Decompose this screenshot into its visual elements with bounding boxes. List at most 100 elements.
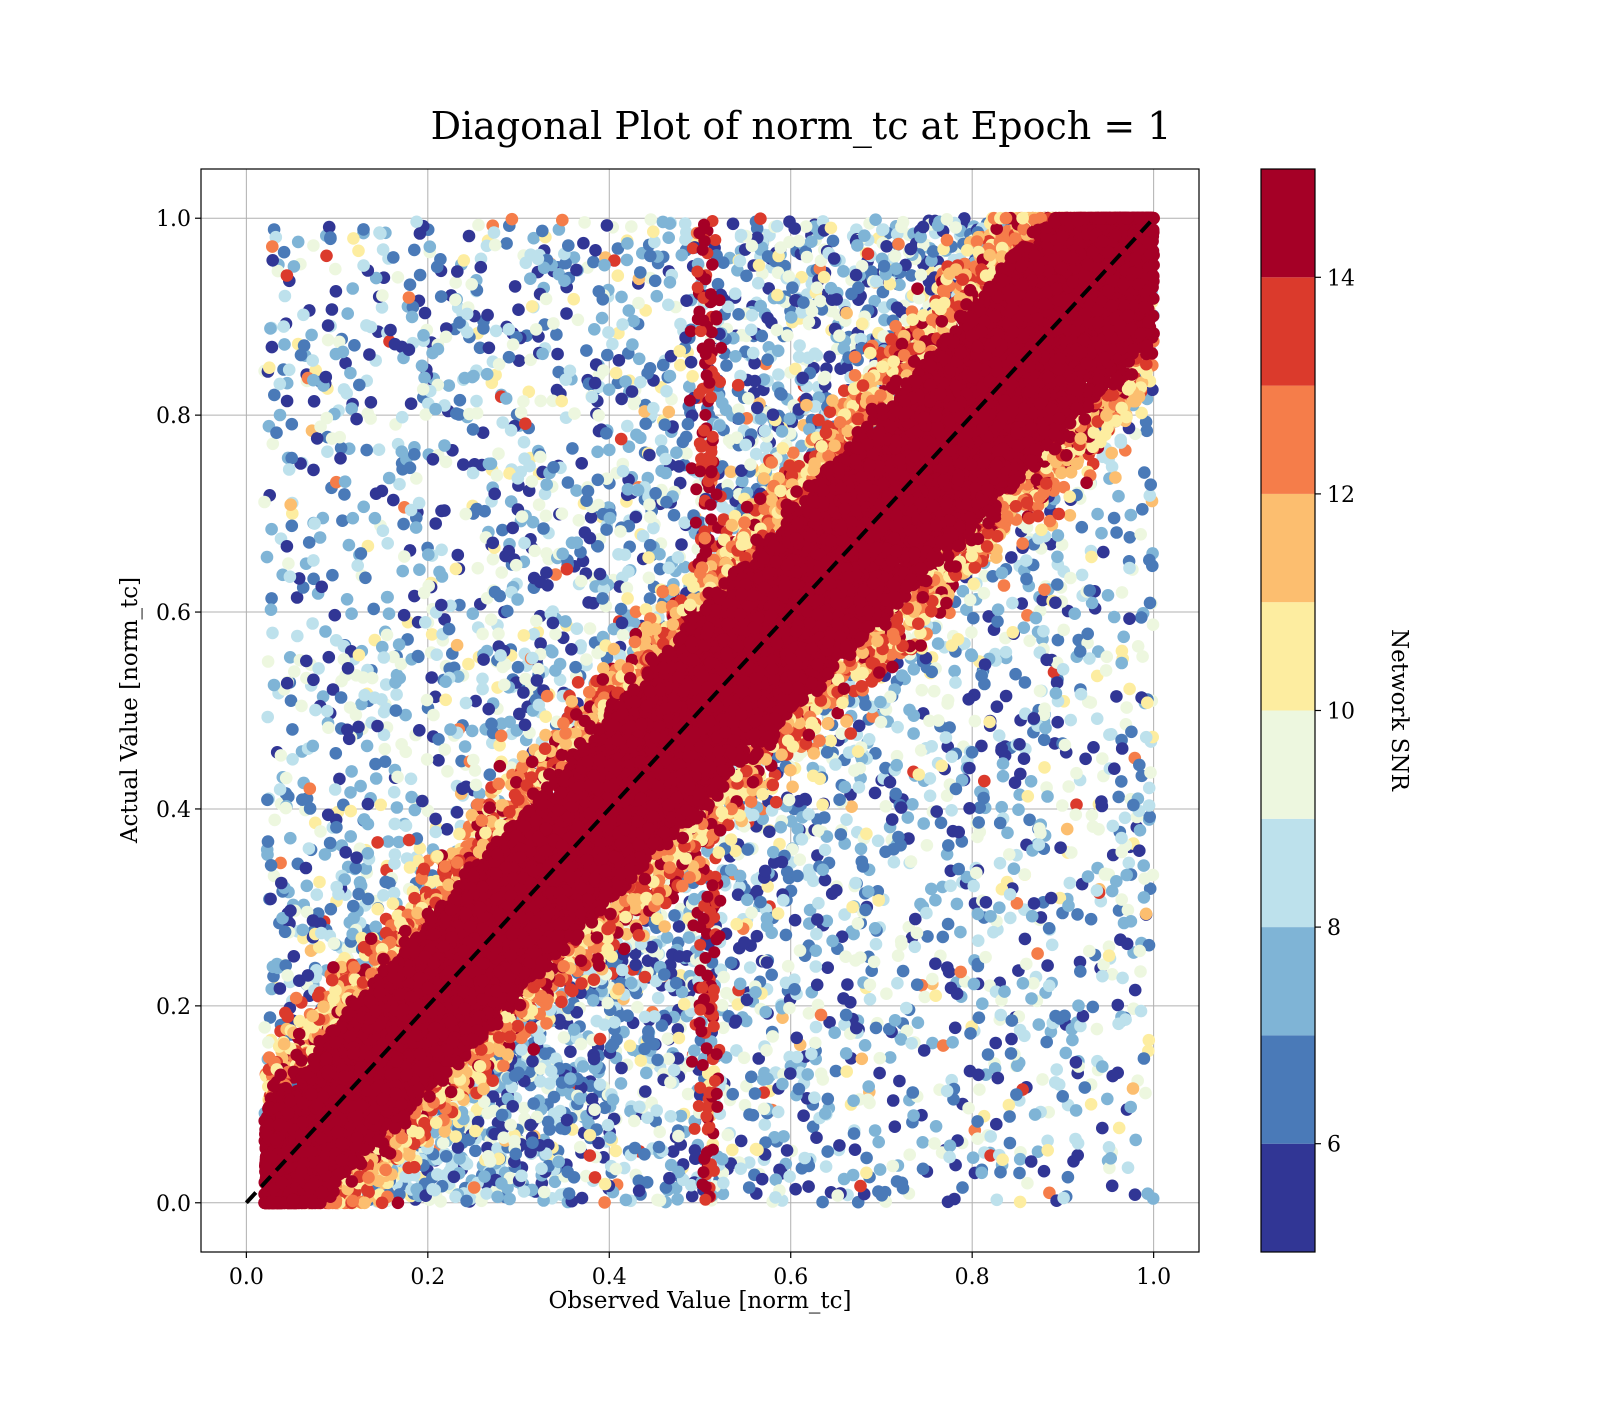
scatter-point (505, 424, 518, 437)
scatter-point (477, 322, 490, 335)
scatter-point (817, 1073, 830, 1086)
scatter-point (797, 1109, 810, 1122)
scatter-point (640, 1067, 653, 1080)
scatter-point (567, 293, 580, 306)
scatter-point (1025, 992, 1038, 1005)
scatter-point (1018, 868, 1031, 881)
scatter-point (1057, 663, 1070, 676)
scatter-point (979, 658, 992, 671)
scatter-point (1056, 799, 1069, 812)
scatter-point (574, 1141, 587, 1154)
scatter-point (344, 830, 357, 843)
scatter-point (584, 622, 597, 635)
scatter-point (262, 655, 275, 668)
scatter-point (923, 715, 936, 728)
scatter-point (925, 740, 938, 753)
scatter-point (326, 569, 339, 582)
scatter-point (837, 992, 850, 1005)
scatter-point (809, 1037, 822, 1050)
scatter-point (1070, 767, 1083, 780)
scatter-point (1006, 597, 1019, 610)
scatter-point (307, 740, 320, 753)
scatter-point (1041, 790, 1054, 803)
scatter-point (518, 629, 531, 642)
scatter-point (534, 395, 547, 408)
scatter-point (1141, 425, 1154, 438)
scatter-point (344, 805, 357, 818)
scatter-point (334, 452, 347, 465)
scatter-point (946, 750, 959, 763)
scatter-point (664, 276, 677, 289)
scatter-point (880, 240, 893, 253)
scatter-point (484, 768, 497, 781)
scatter-point (997, 757, 1010, 770)
scatter-point (615, 603, 628, 616)
scatter-point (1014, 1196, 1027, 1209)
scatter-point (284, 498, 297, 511)
scatter-point (969, 715, 982, 728)
scatter-point (1086, 809, 1099, 822)
scatter-point (1023, 635, 1036, 648)
scatter-point (745, 1071, 758, 1084)
scatter-point (1091, 1023, 1104, 1036)
scatter-point (1038, 1165, 1051, 1178)
scatter-point (568, 407, 581, 420)
scatter-point (314, 531, 327, 544)
scatter-point (823, 351, 836, 364)
scatter-point (398, 550, 411, 563)
scatter-point (840, 307, 853, 320)
scatter-point (686, 1190, 699, 1203)
scatter-point (326, 303, 339, 316)
scatter-point (647, 522, 660, 535)
scatter-point (265, 523, 278, 536)
scatter-point (675, 538, 688, 551)
scatter-point (456, 782, 469, 795)
scatter-point (1101, 651, 1114, 664)
scatter-point (429, 403, 442, 416)
scatter-point (419, 307, 432, 320)
scatter-point (667, 1145, 680, 1158)
scatter-point (274, 409, 287, 422)
scatter-point (550, 328, 563, 341)
scatter-point (460, 697, 473, 710)
scatter-point (501, 605, 514, 618)
scatter-point (487, 553, 500, 566)
scatter-point (1082, 870, 1095, 883)
scatter-point (597, 364, 610, 377)
scatter-point (941, 697, 954, 710)
scatter-point (627, 315, 640, 328)
scatter-point (984, 910, 997, 923)
scatter-point (772, 1106, 785, 1119)
scatter-point (377, 524, 390, 537)
scatter-point (540, 510, 553, 523)
scatter-point (346, 282, 359, 295)
scatter-point (347, 512, 360, 525)
scatter-point (864, 993, 877, 1006)
scatter-point (873, 1067, 886, 1080)
scatter-point (727, 218, 740, 231)
scatter-point (384, 324, 397, 337)
scatter-point (822, 1093, 835, 1106)
scatter-point (398, 609, 411, 622)
scatter-point (712, 278, 725, 291)
scatter-point (1062, 780, 1075, 793)
scatter-point (275, 877, 288, 890)
scatter-point (281, 677, 294, 690)
scatter-point (288, 665, 301, 678)
scatter-point (286, 520, 299, 533)
scatter-point (461, 308, 474, 321)
scatter-point (1020, 958, 1033, 971)
scatter-point (660, 385, 673, 398)
scatter-point (948, 665, 961, 678)
scatter-point (992, 603, 1005, 616)
scatter-point (765, 969, 778, 982)
scatter-points (258, 212, 1160, 1209)
scatter-point (602, 326, 615, 339)
scatter-point (1112, 490, 1125, 503)
scatter-point (573, 514, 586, 527)
scatter-point (943, 966, 956, 979)
scatter-point (397, 518, 410, 531)
scatter-point (1018, 752, 1031, 765)
scatter-point (758, 1103, 771, 1116)
